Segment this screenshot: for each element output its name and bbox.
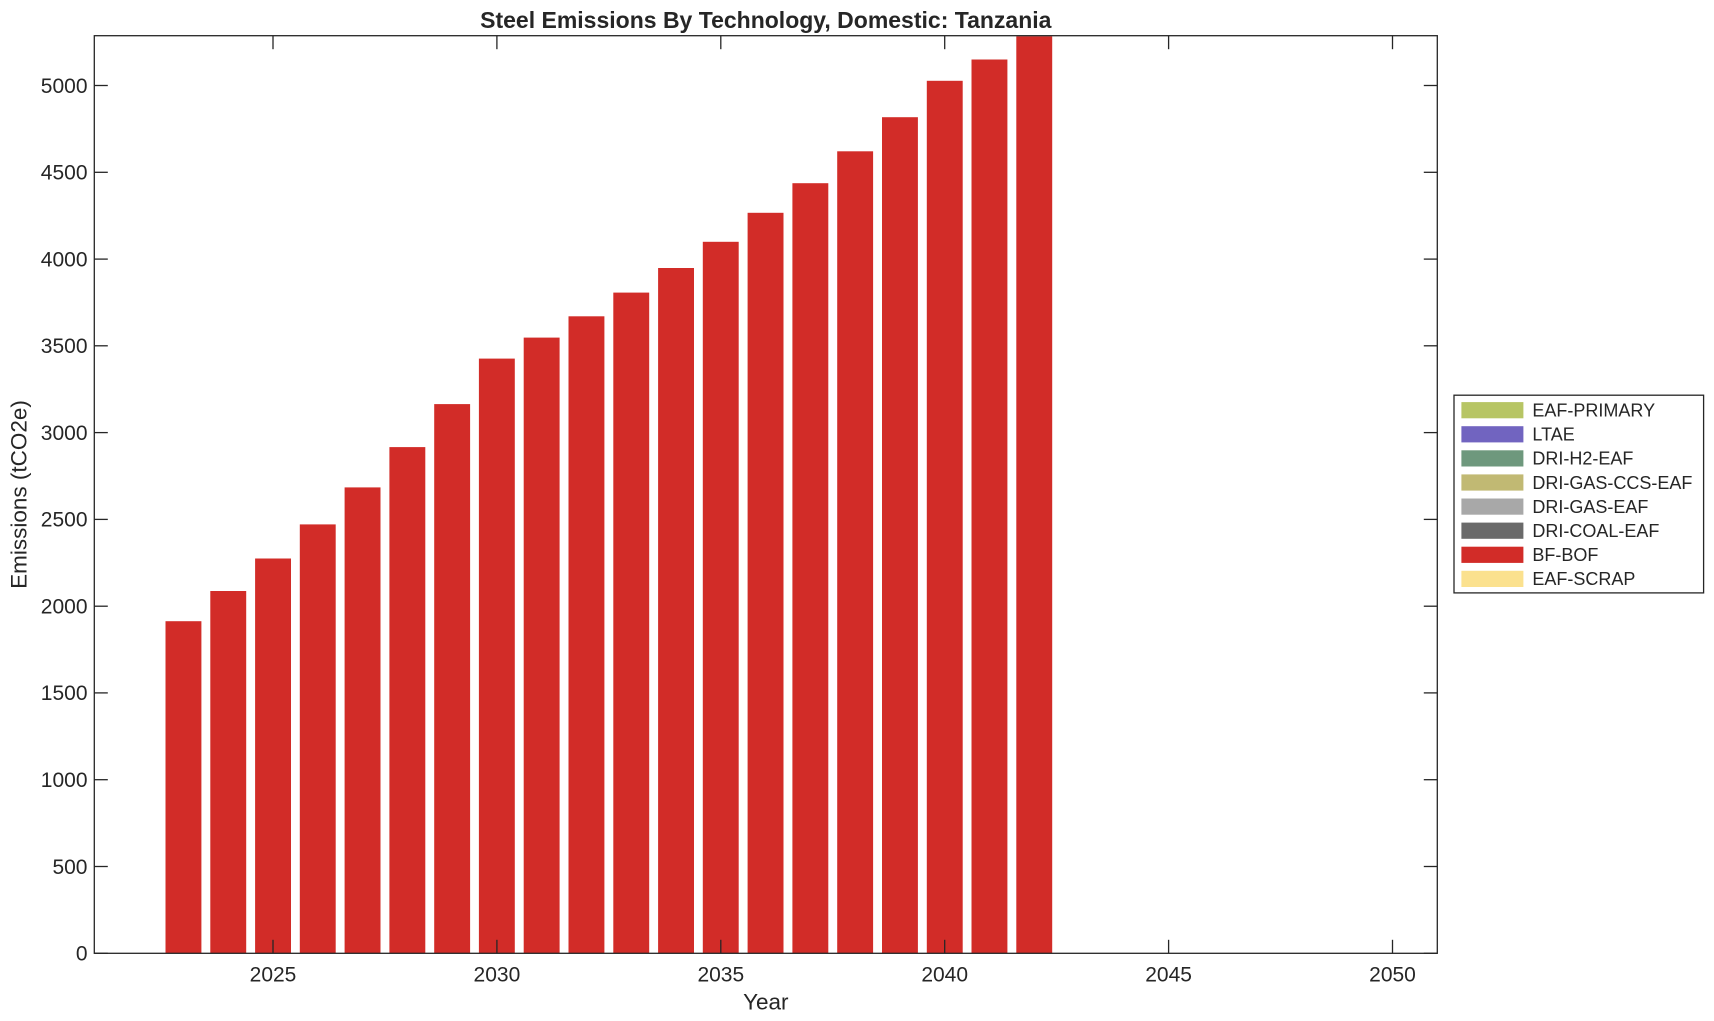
svg-text:LTAE: LTAE: [1532, 425, 1574, 445]
svg-text:4500: 4500: [41, 162, 88, 185]
svg-text:2025: 2025: [250, 964, 297, 987]
svg-text:DRI-H2-EAF: DRI-H2-EAF: [1532, 449, 1633, 469]
svg-text:1000: 1000: [41, 769, 88, 792]
svg-text:2040: 2040: [921, 964, 968, 987]
svg-text:4000: 4000: [41, 248, 88, 271]
svg-text:3000: 3000: [41, 422, 88, 445]
svg-text:2050: 2050: [1369, 964, 1416, 987]
svg-text:DRI-GAS-EAF: DRI-GAS-EAF: [1532, 497, 1648, 517]
svg-text:DRI-COAL-EAF: DRI-COAL-EAF: [1532, 521, 1659, 541]
svg-text:500: 500: [52, 856, 87, 879]
svg-text:2000: 2000: [41, 596, 88, 619]
svg-text:EAF-PRIMARY: EAF-PRIMARY: [1532, 401, 1655, 421]
svg-text:DRI-GAS-CCS-EAF: DRI-GAS-CCS-EAF: [1532, 473, 1692, 493]
svg-text:Year: Year: [743, 990, 789, 1015]
svg-text:EAF-SCRAP: EAF-SCRAP: [1532, 569, 1635, 589]
svg-text:Steel Emissions By Technology,: Steel Emissions By Technology, Domestic:…: [480, 7, 1052, 33]
svg-text:0: 0: [76, 943, 88, 966]
svg-text:5000: 5000: [41, 75, 88, 98]
svg-text:2030: 2030: [474, 964, 521, 987]
svg-text:Emissions (tCO2e): Emissions (tCO2e): [7, 400, 32, 589]
svg-text:3500: 3500: [41, 335, 88, 358]
svg-text:2500: 2500: [41, 509, 88, 532]
svg-text:2035: 2035: [697, 964, 744, 987]
svg-text:1500: 1500: [41, 682, 88, 705]
svg-text:2045: 2045: [1145, 964, 1192, 987]
svg-text:BF-BOF: BF-BOF: [1532, 545, 1598, 565]
